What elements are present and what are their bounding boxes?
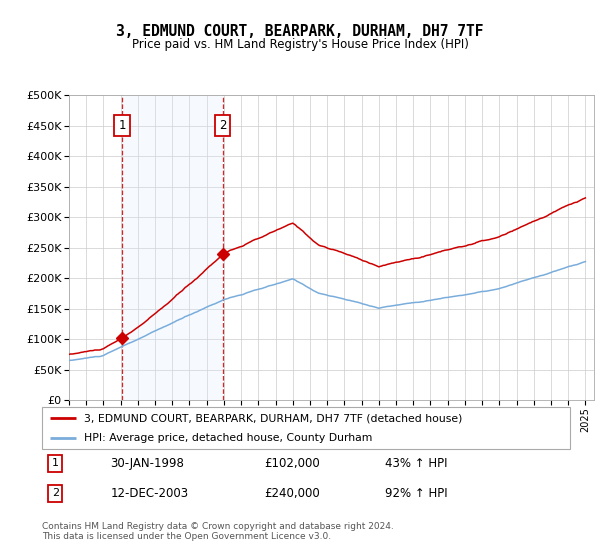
Text: £240,000: £240,000 xyxy=(264,487,320,500)
Text: 43% ↑ HPI: 43% ↑ HPI xyxy=(385,457,448,470)
Text: 2: 2 xyxy=(52,488,59,498)
FancyBboxPatch shape xyxy=(42,407,570,449)
Text: Contains HM Land Registry data © Crown copyright and database right 2024.
This d: Contains HM Land Registry data © Crown c… xyxy=(42,522,394,542)
Text: 12-DEC-2003: 12-DEC-2003 xyxy=(110,487,189,500)
Text: 1: 1 xyxy=(118,119,126,132)
Text: 30-JAN-1998: 30-JAN-1998 xyxy=(110,457,185,470)
Text: £102,000: £102,000 xyxy=(264,457,320,470)
Text: 3, EDMUND COURT, BEARPARK, DURHAM, DH7 7TF: 3, EDMUND COURT, BEARPARK, DURHAM, DH7 7… xyxy=(116,24,484,39)
Text: HPI: Average price, detached house, County Durham: HPI: Average price, detached house, Coun… xyxy=(84,433,373,443)
Text: 92% ↑ HPI: 92% ↑ HPI xyxy=(385,487,448,500)
Text: 1: 1 xyxy=(52,458,59,468)
Text: 2: 2 xyxy=(219,119,226,132)
Text: 3, EDMUND COURT, BEARPARK, DURHAM, DH7 7TF (detached house): 3, EDMUND COURT, BEARPARK, DURHAM, DH7 7… xyxy=(84,413,463,423)
Bar xyxy=(122,95,223,400)
Text: Price paid vs. HM Land Registry's House Price Index (HPI): Price paid vs. HM Land Registry's House … xyxy=(131,38,469,50)
